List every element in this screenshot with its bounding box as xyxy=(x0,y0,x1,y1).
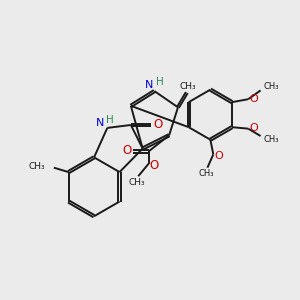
Text: CH₃: CH₃ xyxy=(180,82,196,91)
Text: CH₃: CH₃ xyxy=(263,135,279,144)
Text: H: H xyxy=(106,115,114,125)
Text: H: H xyxy=(156,77,164,87)
Text: O: O xyxy=(215,151,224,161)
Text: O: O xyxy=(149,159,158,172)
Text: CH₃: CH₃ xyxy=(128,178,145,187)
Text: CH₃: CH₃ xyxy=(198,169,214,178)
Text: CH₃: CH₃ xyxy=(29,162,46,171)
Text: N: N xyxy=(145,80,153,90)
Text: N: N xyxy=(96,118,104,128)
Text: O: O xyxy=(153,118,163,131)
Text: O: O xyxy=(122,144,131,158)
Text: O: O xyxy=(250,94,259,103)
Text: CH₃: CH₃ xyxy=(263,82,279,91)
Text: O: O xyxy=(250,123,259,133)
